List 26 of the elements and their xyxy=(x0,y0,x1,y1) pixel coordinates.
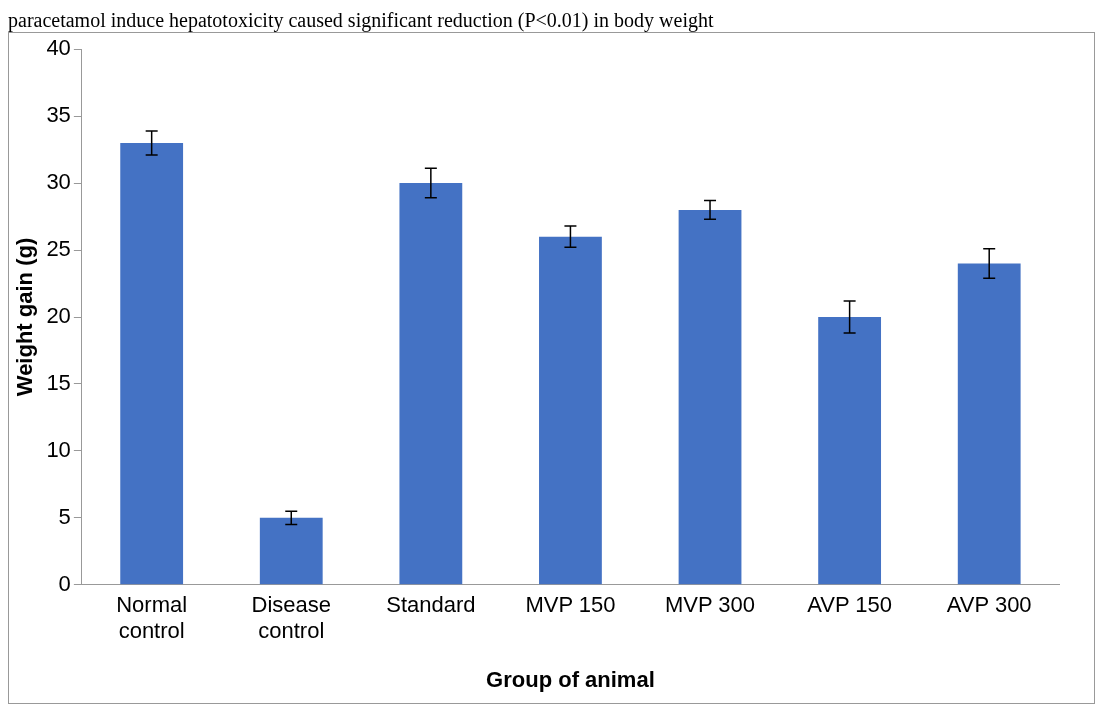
y-tick-label: 40 xyxy=(46,35,71,61)
y-tick-label: 5 xyxy=(58,503,71,529)
x-tick-label: Standard xyxy=(386,592,476,618)
text: paracetamol induce hepatotoxicity caused significant reduction (P<0.01) in body weight xyxy=(8,8,715,32)
bar xyxy=(818,317,882,585)
y-tick-label: 10 xyxy=(46,436,71,462)
x-tick-label: Normal control xyxy=(116,592,188,644)
x-tick-label: AVP 150 xyxy=(807,592,893,618)
x-tick-label: AVP 300 xyxy=(946,592,1032,618)
y-tick-label: 35 xyxy=(46,102,71,128)
y-tick-label: 0 xyxy=(58,570,71,596)
bar xyxy=(259,517,323,585)
y-tick-label: 15 xyxy=(46,370,71,396)
y-axis-title: Weight gain (g) xyxy=(12,237,38,397)
x-tick-label: MVP 300 xyxy=(664,592,756,618)
bar xyxy=(399,183,463,585)
bar xyxy=(957,263,1021,585)
x-tick-label: MVP 150 xyxy=(525,592,616,618)
bar xyxy=(678,209,742,585)
bar xyxy=(539,236,602,585)
y-tick-label: 30 xyxy=(46,169,71,195)
y-tick-label: 20 xyxy=(46,303,71,329)
x-tick-label: Disease control xyxy=(251,592,331,644)
y-tick-label: 25 xyxy=(46,236,71,262)
x-axis-title: Group of animal xyxy=(486,666,655,692)
bar xyxy=(120,142,184,585)
